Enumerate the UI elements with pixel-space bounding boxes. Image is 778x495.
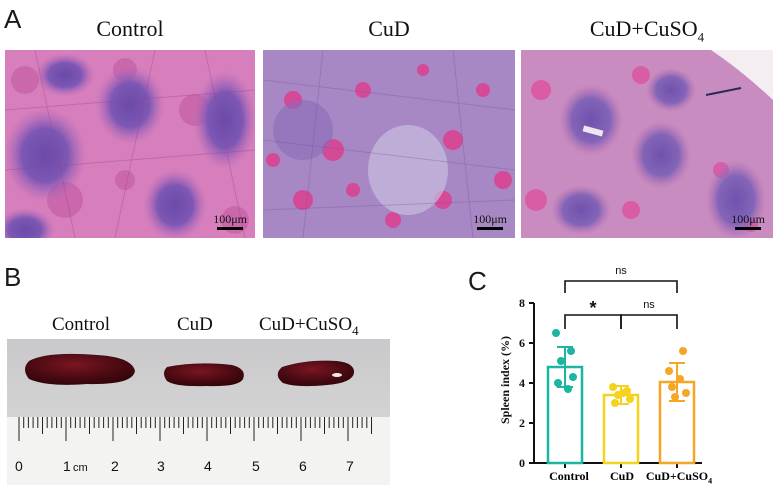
significance-bracket <box>620 314 678 329</box>
spleen-photo: 0 1 cm 2 3 4 5 6 7 <box>7 339 390 485</box>
y-tick-label: 6 <box>519 336 525 350</box>
y-axis-label: Spleen index (%) <box>498 336 512 424</box>
scale-bar: 100μm <box>213 212 247 230</box>
data-point-0 <box>552 329 560 337</box>
svg-text:7: 7 <box>346 458 354 474</box>
y-tick-label: 8 <box>519 296 525 310</box>
data-point-2 <box>682 389 690 397</box>
svg-text:2: 2 <box>111 458 119 474</box>
data-point-1 <box>609 383 617 391</box>
spleen-cud-cuso4 <box>277 360 355 387</box>
svg-text:1: 1 <box>63 458 71 474</box>
data-point-0 <box>554 379 562 387</box>
significance-label: * <box>589 298 596 318</box>
data-point-2 <box>676 375 684 383</box>
y-tick-label: 0 <box>519 456 525 470</box>
data-point-0 <box>557 357 565 365</box>
data-point-2 <box>679 347 687 355</box>
histology-image-control: 100μm <box>5 50 255 238</box>
data-point-0 <box>564 385 572 393</box>
x-tick-label-1: CuD <box>609 469 634 483</box>
data-point-2 <box>665 367 673 375</box>
histology-image-cud: 100μm <box>263 50 515 238</box>
svg-text:4: 4 <box>204 458 212 474</box>
data-point-1 <box>619 389 627 397</box>
svg-text:3: 3 <box>157 458 165 474</box>
data-point-1 <box>626 395 634 403</box>
x-tick-label-2: CuD+CuSO4 <box>645 469 713 486</box>
svg-text:6: 6 <box>299 458 307 474</box>
spleen-label-cud-cuso4: CuD+CuSO4 <box>259 314 359 338</box>
spleen-index-chart: Spleen index (%) 0 2 4 6 8 * ns ns <box>498 265 702 470</box>
svg-text:5: 5 <box>252 458 260 474</box>
data-point-0 <box>569 373 577 381</box>
data-point-2 <box>668 383 676 391</box>
histology-title-control: Control <box>96 16 164 41</box>
histology-image-cud-cuso4: 100μm <box>521 50 773 238</box>
svg-text:0: 0 <box>15 458 23 474</box>
scale-bar: 100μm <box>731 212 765 230</box>
scale-label: 100μm <box>213 212 247 226</box>
bar-1 <box>602 393 640 465</box>
svg-text:cm: cm <box>73 462 88 474</box>
spleen-control <box>25 353 135 385</box>
y-tick-label: 2 <box>519 416 525 430</box>
data-point-0 <box>567 347 575 355</box>
significance-label: ns <box>643 299 655 311</box>
spleen-cud <box>164 363 244 387</box>
histology-title-cud-cuso4: CuD+CuSO4 <box>589 16 705 45</box>
spleen-label-control: Control <box>52 314 111 335</box>
data-point-1 <box>611 399 619 407</box>
scale-label: 100μm <box>731 212 765 226</box>
scale-label: 100μm <box>473 212 507 226</box>
panel-b-letter: B <box>4 262 22 292</box>
histology-title-cud: CuD <box>368 16 410 41</box>
data-point-2 <box>671 393 679 401</box>
scale-bar: 100μm <box>473 212 507 230</box>
y-tick-label: 4 <box>519 376 525 390</box>
significance-bracket <box>564 280 678 293</box>
spleen-label-cud: CuD <box>177 314 213 335</box>
panel-a-letter: A <box>4 4 22 34</box>
significance-label: ns <box>615 265 627 277</box>
panel-c-letter: C <box>468 266 487 296</box>
x-tick-label-0: Control <box>549 469 589 483</box>
